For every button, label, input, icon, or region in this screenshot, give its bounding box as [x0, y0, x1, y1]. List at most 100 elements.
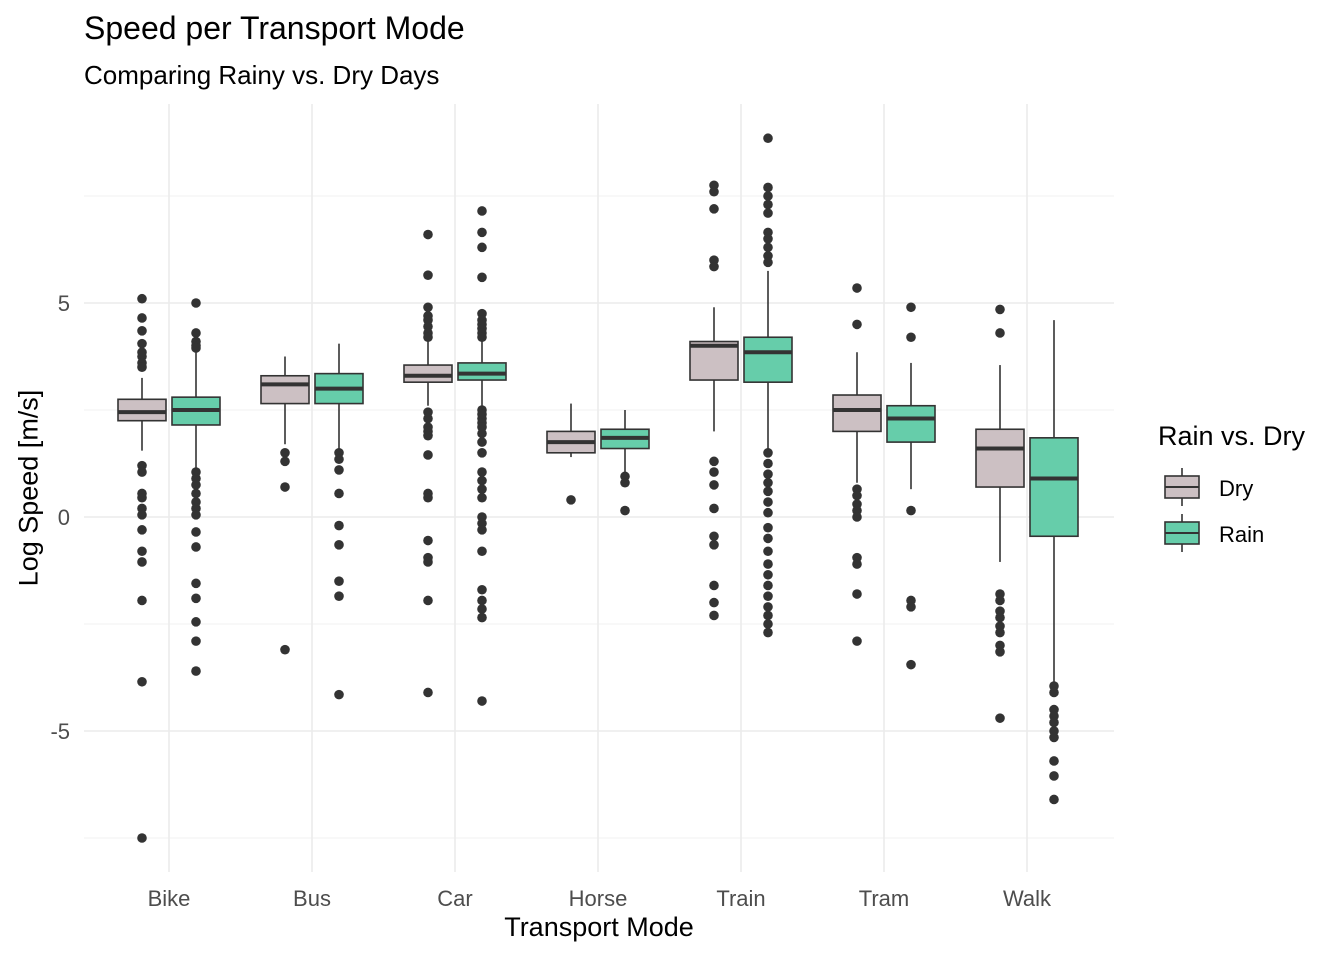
- outlier-point: [709, 503, 719, 514]
- outlier-point: [423, 413, 433, 424]
- outlier-point: [191, 578, 201, 589]
- outlier-point: [709, 531, 719, 542]
- outlier-point: [477, 448, 487, 458]
- outlier-point: [709, 467, 719, 477]
- outlier-point: [423, 492, 433, 503]
- outlier-point: [191, 488, 201, 499]
- outlier-point: [423, 332, 433, 343]
- outlier-point: [137, 546, 147, 557]
- outlier-point: [852, 559, 862, 569]
- outlier-point: [763, 208, 773, 218]
- outlier-point: [477, 242, 487, 253]
- outlier-point: [191, 542, 201, 552]
- outlier-point: [477, 525, 487, 535]
- outlier-point: [995, 612, 1005, 623]
- x-tick-label: Bike: [148, 886, 191, 911]
- outlier-point: [137, 525, 147, 535]
- outlier-point: [477, 492, 487, 503]
- outlier-point: [423, 302, 433, 313]
- outlier-point: [763, 257, 773, 268]
- outlier-point: [280, 448, 290, 458]
- box-dry-tram: [832, 394, 882, 433]
- outlier-point: [620, 477, 630, 488]
- outlier-point: [280, 644, 290, 655]
- outlier-point: [477, 332, 487, 343]
- outlier-point: [763, 191, 773, 201]
- box-rain-car: [457, 362, 507, 381]
- x-axis-title: Transport Mode: [504, 912, 694, 942]
- outlier-point: [906, 302, 916, 313]
- outlier-point: [709, 261, 719, 272]
- box-rain-train: [743, 336, 793, 383]
- outlier-point: [137, 293, 147, 304]
- legend-label-dry: Dry: [1219, 476, 1254, 501]
- outlier-point: [477, 227, 487, 238]
- outlier-point: [334, 488, 344, 499]
- outlier-point: [423, 687, 433, 698]
- outlier-point: [763, 610, 773, 621]
- outlier-point: [906, 505, 916, 516]
- outlier-point: [137, 362, 147, 373]
- y-tick-label: -5: [50, 719, 70, 744]
- outlier-point: [995, 713, 1005, 723]
- outlier-point: [477, 428, 487, 439]
- outlier-point: [280, 456, 290, 467]
- outlier-point: [763, 591, 773, 601]
- outlier-point: [477, 696, 487, 706]
- outlier-point: [763, 569, 773, 580]
- outlier-point: [423, 557, 433, 567]
- outlier-point: [995, 328, 1005, 338]
- outlier-point: [763, 533, 773, 544]
- outlier-point: [852, 490, 862, 501]
- outlier-point: [1049, 794, 1059, 805]
- outlier-point: [995, 595, 1005, 606]
- outlier-point: [137, 595, 147, 606]
- outlier-point: [477, 206, 487, 216]
- x-tick-label: Bus: [293, 886, 331, 911]
- outlier-point: [852, 636, 862, 646]
- chart-subtitle: Comparing Rainy vs. Dry Days: [84, 60, 440, 90]
- outlier-point: [477, 437, 487, 447]
- outlier-point: [763, 458, 773, 469]
- outlier-point: [334, 465, 344, 475]
- outlier-point: [1049, 687, 1059, 698]
- outlier-point: [280, 482, 290, 492]
- box-dry-train: [689, 340, 739, 381]
- outlier-point: [191, 480, 201, 490]
- x-tick-label: Horse: [569, 886, 628, 911]
- outlier-point: [709, 540, 719, 550]
- outlier-point: [137, 313, 147, 323]
- chart-title: Speed per Transport Mode: [84, 10, 465, 46]
- outlier-point: [137, 557, 147, 567]
- outlier-point: [620, 505, 630, 516]
- outlier-point: [763, 477, 773, 488]
- outlier-point: [191, 298, 201, 308]
- outlier-point: [191, 343, 201, 353]
- outlier-point: [763, 469, 773, 480]
- outlier-point: [995, 304, 1005, 315]
- y-tick-label: 0: [58, 505, 70, 530]
- outlier-point: [763, 602, 773, 612]
- outlier-point: [334, 520, 344, 531]
- outlier-point: [477, 546, 487, 557]
- outlier-point: [763, 448, 773, 458]
- outlier-point: [995, 627, 1005, 638]
- outlier-point: [137, 510, 147, 520]
- outlier-point: [709, 580, 719, 591]
- outlier-point: [763, 559, 773, 569]
- outlier-point: [137, 326, 147, 336]
- outlier-point: [995, 647, 1005, 657]
- outlier-point: [477, 612, 487, 623]
- outlier-point: [763, 234, 773, 244]
- box-rain-tram: [886, 404, 936, 443]
- outlier-point: [477, 584, 487, 595]
- outlier-point: [137, 338, 147, 349]
- outlier-point: [334, 454, 344, 465]
- legend-label-rain: Rain: [1219, 522, 1265, 547]
- outlier-point: [1049, 732, 1059, 743]
- x-tick-label: Walk: [1003, 886, 1052, 911]
- outlier-point: [423, 450, 433, 460]
- outlier-point: [709, 597, 719, 608]
- outlier-point: [191, 328, 201, 338]
- outlier-point: [763, 199, 773, 210]
